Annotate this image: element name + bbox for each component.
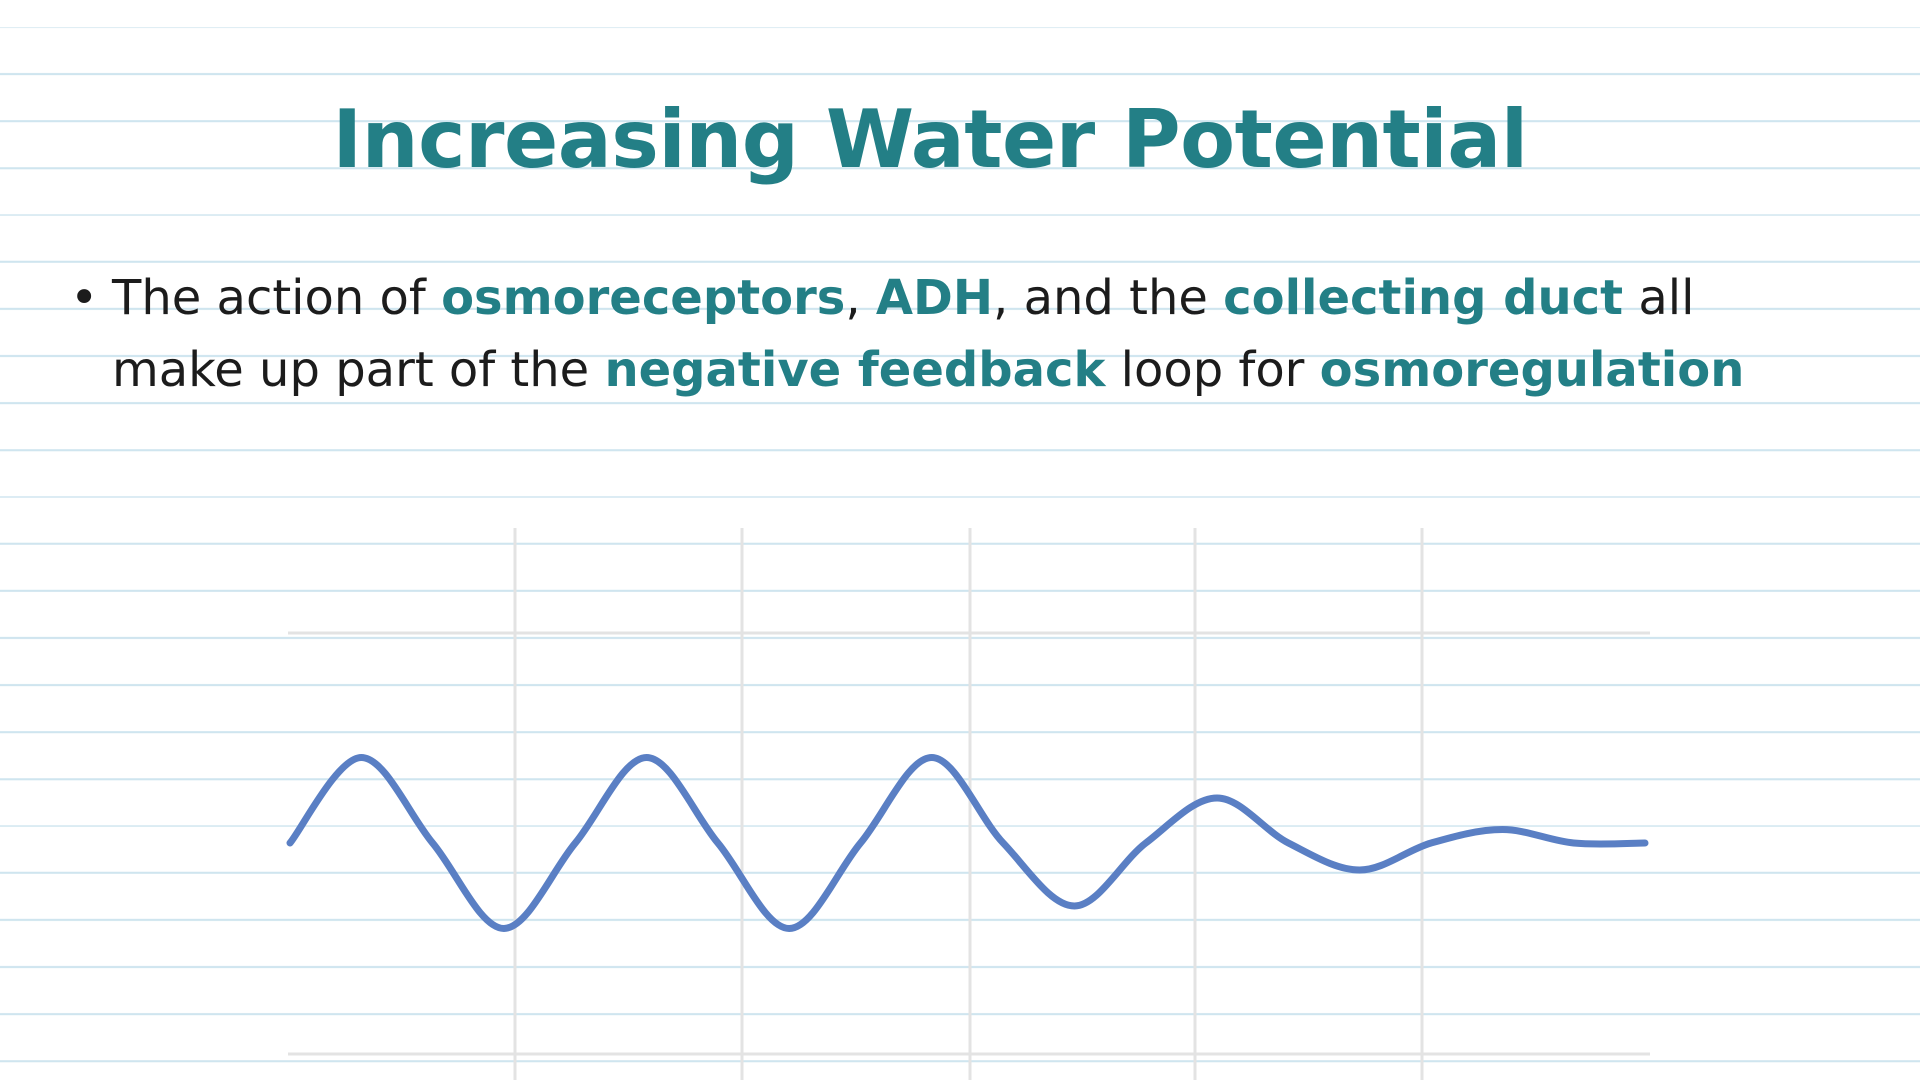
bullet-item: • The action of osmoreceptors, ADH, and … <box>70 262 1810 406</box>
keyword-adh: ADH <box>875 270 994 326</box>
graph-grid <box>288 528 1650 1080</box>
keyword-osmoregulation: osmoregulation <box>1319 342 1745 398</box>
bullet-text-2: , <box>845 270 876 326</box>
slide-title: Increasing Water Potential <box>332 93 1528 186</box>
keyword-osmoreceptors: osmoreceptors <box>441 270 846 326</box>
bullet-list: • The action of osmoreceptors, ADH, and … <box>70 262 1810 406</box>
keyword-negative-feedback: negative feedback <box>604 342 1106 398</box>
bullet-text-3: , and the <box>993 270 1224 326</box>
bullet-text-5: loop for <box>1105 342 1320 398</box>
bullet-dot-icon: • <box>70 270 99 326</box>
bullet-text-4: all make up part of the <box>112 270 1695 398</box>
damped-oscillation-curve <box>286 754 1649 932</box>
keyword-collecting-duct: collecting duct <box>1223 270 1624 326</box>
bullet-text-1: The action of <box>112 270 442 326</box>
